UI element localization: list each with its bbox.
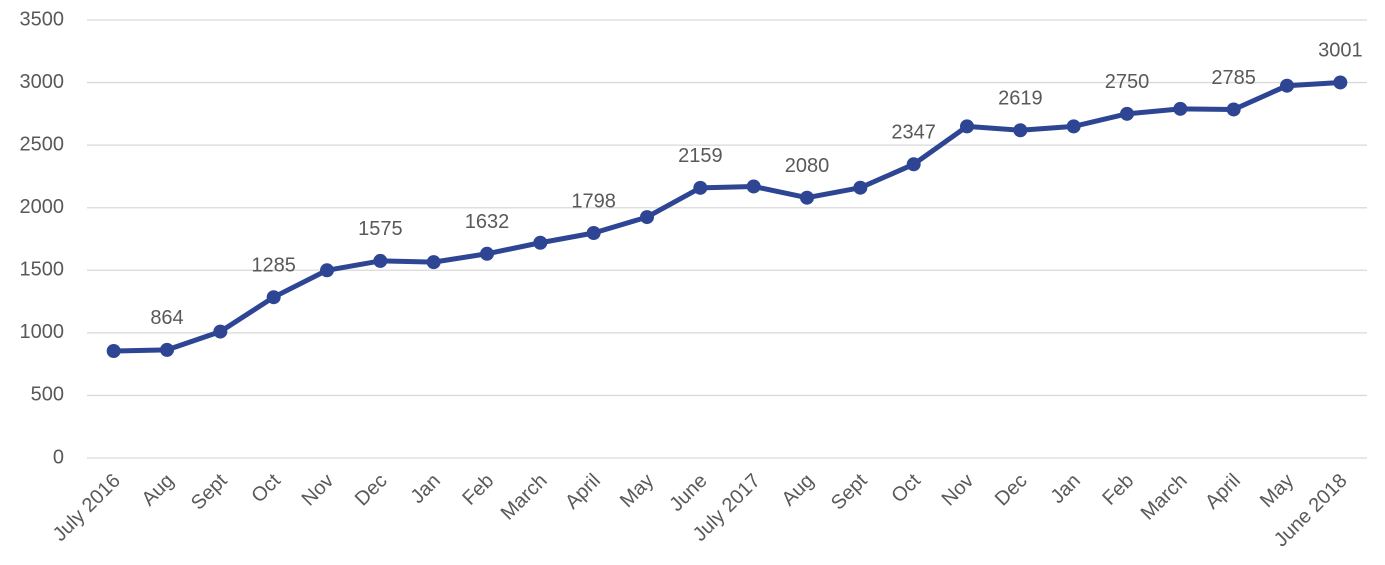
point	[960, 119, 974, 134]
point	[586, 225, 601, 240]
point	[640, 210, 654, 225]
point	[320, 263, 334, 278]
point	[746, 179, 761, 194]
point	[853, 180, 868, 195]
data-label: 1285	[251, 254, 296, 276]
x-tick-label: Aug	[138, 470, 179, 511]
data-label: 2750	[1105, 71, 1150, 93]
x-tick-label: Oct	[887, 469, 925, 507]
point	[160, 342, 174, 357]
data-label: 2619	[998, 88, 1043, 110]
y-tick-label: 1500	[20, 259, 65, 281]
x-tick-label: March	[497, 470, 552, 525]
x-tick-label: Dec	[991, 470, 1032, 511]
x-tick-label: Sept	[187, 469, 232, 514]
x-tick-label: April	[561, 470, 605, 514]
data-label: 2347	[891, 122, 936, 144]
point	[106, 344, 121, 359]
point	[800, 190, 814, 205]
x-tick-label: Feb	[1098, 470, 1138, 510]
data-label: 1632	[465, 211, 510, 233]
x-tick-label: Aug	[778, 470, 819, 511]
y-tick-label: 3500	[20, 8, 65, 30]
x-tick-label: March	[1137, 470, 1192, 525]
point	[1120, 106, 1134, 121]
point	[1013, 123, 1028, 138]
data-label: 2785	[1211, 67, 1256, 89]
y-tick-label: 3000	[20, 71, 65, 93]
x-tick-label: May	[616, 470, 658, 512]
point	[373, 253, 388, 268]
point	[693, 180, 708, 195]
point	[426, 255, 441, 270]
x-tick-label: June	[665, 470, 711, 516]
y-tick-label: 0	[53, 446, 64, 468]
point	[480, 246, 494, 261]
x-tick-label: April	[1201, 470, 1245, 514]
x-tick-label: Feb	[458, 470, 498, 510]
point	[1066, 119, 1081, 134]
x-tick-label: Jan	[1047, 470, 1085, 508]
x-tick-label: Nov	[298, 470, 339, 511]
point	[1226, 102, 1241, 117]
point	[266, 290, 281, 305]
data-label: 1798	[571, 190, 616, 212]
x-tick-label: Dec	[351, 470, 392, 511]
point	[213, 324, 228, 339]
point	[1173, 101, 1188, 116]
y-tick-label: 2000	[20, 196, 65, 218]
y-tick-label: 2500	[20, 133, 65, 155]
data-label: 3001	[1318, 40, 1363, 62]
data-label: 2159	[678, 145, 723, 167]
y-tick-label: 1000	[20, 321, 65, 343]
x-tick-label: Nov	[938, 470, 979, 511]
point	[1333, 75, 1348, 90]
x-tick-label: May	[1256, 470, 1298, 512]
y-tick-label: 500	[31, 384, 64, 406]
point	[906, 157, 921, 172]
data-label: 1575	[358, 218, 403, 240]
x-tick-label: Sept	[827, 469, 872, 514]
x-tick-label: July 2016	[49, 470, 125, 546]
data-label: 864	[150, 307, 183, 329]
point	[533, 235, 548, 250]
x-tick-label: Oct	[247, 469, 285, 507]
x-tick-label: Jan	[407, 470, 445, 508]
line	[113, 79, 1341, 354]
point	[1280, 78, 1294, 93]
data-label: 2080	[785, 155, 830, 177]
